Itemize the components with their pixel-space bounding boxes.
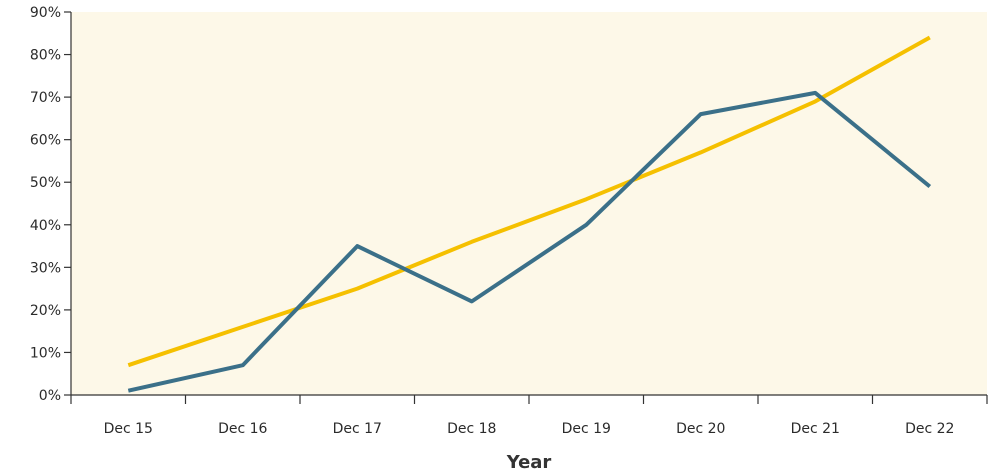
x-tick-label: Dec 20 [676, 421, 725, 437]
x-axis-title: Year [506, 452, 552, 473]
series-line-1 [127, 35, 931, 368]
y-tick-label: 30% [30, 260, 61, 276]
y-tick-label: 50% [30, 175, 61, 191]
x-tick-label: Dec 19 [562, 421, 611, 437]
y-axis: 0% 10% 20% 30% 40% 50% 60% 70% 80% 90% [30, 5, 72, 404]
y-tick-label: 10% [30, 345, 61, 361]
x-tick-label: Dec 16 [218, 421, 267, 437]
y-tick-label: 0% [39, 388, 61, 404]
y-tick-label: 80% [30, 48, 61, 64]
series-group [127, 35, 932, 393]
x-tick-label: Dec 15 [104, 421, 153, 437]
x-axis: Dec 15 Dec 16 Dec 17 Dec 18 Dec 19 Dec 20 Dec … [70, 394, 988, 437]
x-tick-label: Dec 22 [905, 421, 954, 437]
series-line-2 [127, 90, 932, 393]
y-tick-label: 40% [30, 218, 61, 234]
x-tick-label: Dec 21 [791, 421, 840, 437]
y-tick-label: 20% [30, 303, 61, 319]
plot-background [71, 12, 987, 395]
y-tick-label: 60% [30, 133, 61, 149]
x-tick-label: Dec 17 [333, 421, 382, 437]
y-tick-label: 90% [30, 5, 61, 21]
x-tick-label: Dec 18 [447, 421, 496, 437]
y-tick-label: 70% [30, 90, 61, 106]
